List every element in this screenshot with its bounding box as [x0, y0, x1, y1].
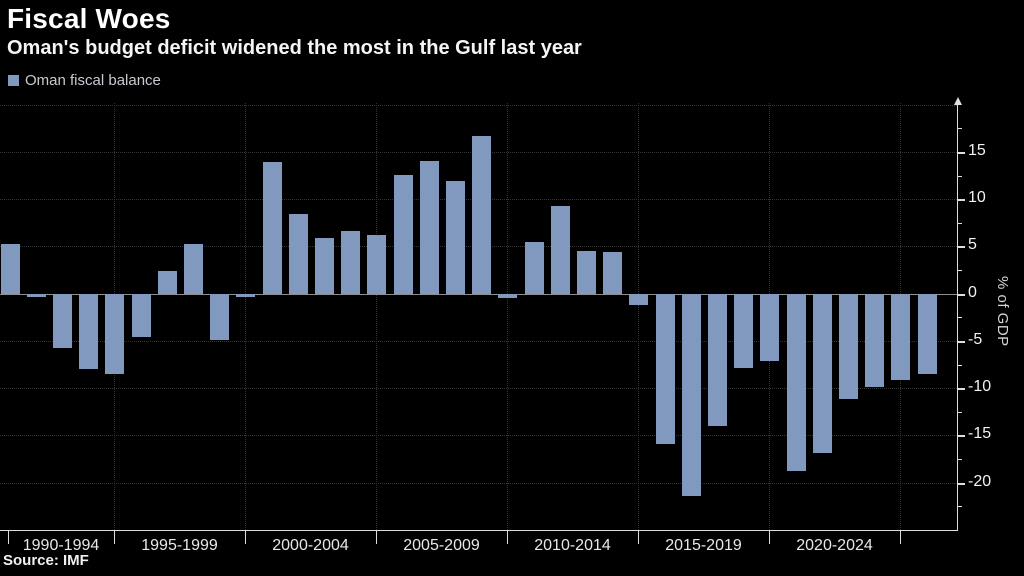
bar: [288, 214, 308, 294]
bar: [26, 293, 46, 297]
x-axis-tick: [245, 530, 246, 544]
x-axis-group-label: 1995-1999: [141, 537, 218, 554]
v-gridline: [507, 103, 508, 530]
bar: [917, 293, 937, 375]
y-axis-tick-label: 0: [968, 283, 977, 301]
chart-subtitle: Oman's budget deficit widened the most i…: [7, 37, 582, 59]
v-gridline: [638, 103, 639, 530]
bar: [812, 293, 832, 453]
bar: [367, 235, 387, 294]
legend-swatch-icon: [8, 75, 19, 86]
bar: [838, 293, 858, 399]
y-axis-tick: [957, 293, 965, 296]
x-axis-tick: [114, 530, 115, 544]
y-axis-title: % of GDP: [994, 276, 1011, 347]
bar: [498, 293, 518, 298]
bar: [865, 293, 885, 388]
y-axis-minor-tick: [957, 317, 962, 319]
bar: [655, 293, 675, 444]
h-gridline: [0, 104, 957, 106]
y-axis-minor-tick: [957, 459, 962, 461]
y-axis-tick: [957, 388, 965, 391]
y-axis-tick-label: -20: [968, 472, 992, 490]
legend: Oman fiscal balance: [8, 72, 161, 89]
x-axis-group-label: 2015-2019: [665, 537, 742, 554]
x-axis-line: [0, 530, 958, 531]
x-axis-group-label: 2020-2024: [796, 537, 873, 554]
bar: [734, 293, 754, 369]
h-gridline: [0, 482, 957, 484]
y-axis-tick-label: 10: [968, 189, 986, 207]
bar: [707, 293, 727, 427]
page-title: Fiscal Woes: [7, 3, 171, 34]
y-axis-tick-label: -15: [968, 425, 992, 443]
h-gridline: [0, 388, 957, 390]
v-gridline: [376, 103, 377, 530]
x-axis-tick: [638, 530, 639, 544]
y-axis-minor-tick: [957, 128, 962, 130]
h-gridline: [0, 435, 957, 437]
bar: [393, 174, 413, 294]
legend-label: Oman fiscal balance: [25, 72, 161, 89]
bar: [52, 293, 72, 348]
y-axis-tick: [957, 246, 965, 249]
y-axis-minor-tick: [957, 270, 962, 272]
x-axis-group-label: 2005-2009: [403, 537, 480, 554]
y-axis-line: [957, 104, 958, 530]
bar: [629, 293, 649, 306]
bar: [210, 293, 230, 341]
y-axis-minor-tick: [957, 175, 962, 177]
bar: [681, 293, 701, 496]
y-axis-tick: [957, 482, 965, 485]
bar: [79, 293, 99, 370]
x-axis-tick: [376, 530, 377, 544]
y-axis-minor-tick: [957, 222, 962, 224]
zero-line: [0, 293, 957, 295]
bar: [524, 241, 544, 294]
bar: [314, 237, 334, 294]
y-axis-tick: [957, 340, 965, 343]
bar: [786, 293, 806, 472]
bar: [419, 161, 439, 294]
bar: [760, 293, 780, 361]
bar: [105, 293, 125, 375]
bar: [891, 293, 911, 380]
y-axis-tick: [957, 199, 965, 202]
y-axis-minor-tick: [957, 506, 962, 508]
bar: [550, 205, 570, 294]
x-axis-tick: [769, 530, 770, 544]
bar: [341, 231, 361, 294]
bar: [445, 181, 465, 294]
bar: [472, 135, 492, 294]
bar: [603, 252, 623, 294]
y-axis-arrow-icon: [954, 97, 962, 105]
x-axis-tick: [8, 530, 9, 544]
x-axis-tick: [900, 530, 901, 544]
y-axis-tick: [957, 435, 965, 438]
bar: [262, 162, 282, 294]
bar: [236, 293, 256, 297]
y-axis-tick-label: -5: [968, 330, 983, 348]
source-note: Source: IMF: [3, 552, 89, 569]
y-axis-tick: [957, 151, 965, 154]
y-axis-tick-label: -10: [968, 378, 992, 396]
bar: [131, 293, 151, 338]
bar: [0, 243, 20, 294]
bar: [576, 251, 596, 294]
h-gridline: [0, 340, 957, 342]
y-axis-minor-tick: [957, 364, 962, 366]
x-axis-tick: [507, 530, 508, 544]
y-axis-tick-label: 15: [968, 141, 986, 159]
bar: [157, 271, 177, 294]
v-gridline: [245, 103, 246, 530]
y-axis-tick-label: 5: [968, 236, 977, 254]
x-axis-group-label: 2000-2004: [272, 537, 349, 554]
y-axis-minor-tick: [957, 411, 962, 413]
x-axis-group-label: 1990-1994: [22, 537, 100, 554]
x-axis-group-label: 2010-2014: [534, 537, 611, 554]
bar: [183, 243, 203, 294]
